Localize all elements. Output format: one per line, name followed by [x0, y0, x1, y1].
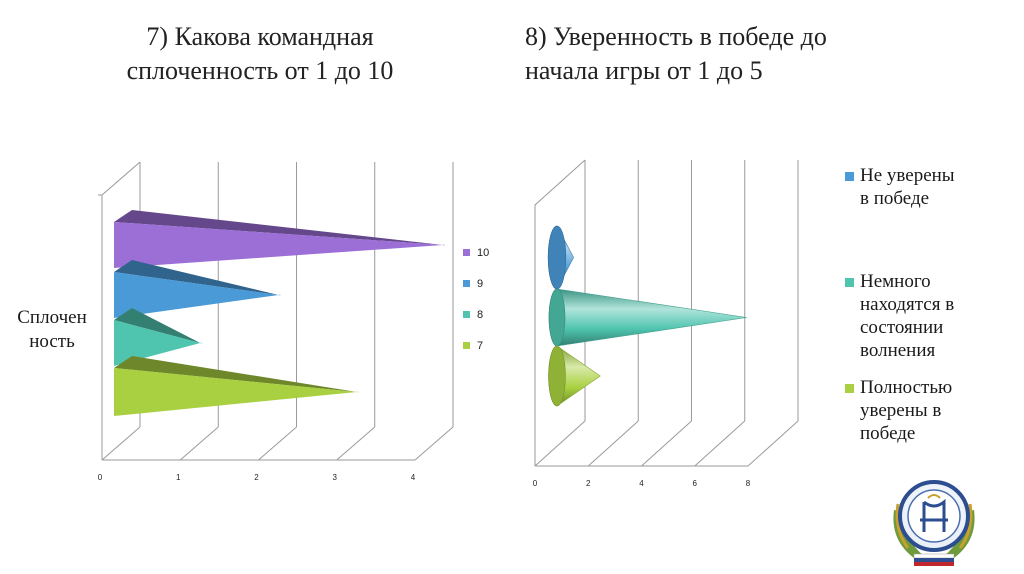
- chart2-x-tick-label: 4: [639, 479, 644, 488]
- chart1-legend-label-3: 7: [477, 340, 483, 352]
- chart1-floor-gridline: [179, 426, 219, 461]
- chart1-title: 7) Какова командная сплоченность от 1 до…: [90, 20, 430, 88]
- chart1-floor-gridline: [101, 426, 141, 461]
- chart2-floor-gridline: [587, 420, 639, 467]
- chart2-x-tick-label: 2: [586, 479, 591, 488]
- chart1-legend-swatch-0: [463, 249, 470, 256]
- chart1-bar-top-1: [114, 260, 279, 295]
- chart1-floor-gridline: [336, 426, 376, 461]
- chart1-floor-gridline: [414, 426, 454, 461]
- chart1-category-label-line2: ность: [29, 331, 75, 352]
- chart2-floor-gridline: [641, 420, 692, 467]
- chart1-x-tick-label: 1: [176, 473, 181, 482]
- chart1-title-line2: сплоченность от 1 до 10: [126, 56, 394, 85]
- legend2-swatch-1: [845, 278, 854, 287]
- legend2-label-2-line1: Полностью: [860, 377, 953, 398]
- chart1-bar-1: [114, 272, 279, 318]
- chart1-legend-swatch-2: [463, 311, 470, 318]
- chart2-title-line2: начала игры от 1 до 5: [525, 56, 763, 85]
- chart2-cone-base-1: [548, 288, 566, 347]
- chart1-bar-3: [114, 368, 357, 416]
- legend2-label-1-line1: Немного: [860, 271, 931, 292]
- chart2-title: 8) Уверенность в победе до начала игры о…: [525, 20, 945, 88]
- chart1-legend-label-0: 10: [477, 247, 489, 259]
- chart1-bar-0: [114, 222, 443, 268]
- legend2-label-1-line2: находятся в: [860, 294, 955, 315]
- chart2-x-tick-label: 8: [746, 479, 751, 488]
- chart1-legend-swatch-1: [463, 280, 470, 287]
- legend2-label-1-line4: волнения: [860, 340, 936, 361]
- legend2-label-2-line3: победе: [860, 423, 916, 444]
- legend2-label-1: Немного находятся в состоянии волнения: [860, 270, 1020, 362]
- chart1-bar-top-3: [114, 356, 357, 392]
- chart1-bar-2: [114, 320, 201, 366]
- chart1-bar-top-0: [114, 210, 443, 245]
- chart1-x-tick-label: 2: [254, 473, 259, 482]
- university-emblem-icon: [893, 480, 975, 566]
- legend2-label-2: Полностью уверены в победе: [860, 376, 1020, 445]
- legend2-label-1-line3: состоянии: [860, 317, 944, 338]
- chart1-category-label-line1: Сплочен: [17, 307, 87, 328]
- legend2-swatch-2: [845, 384, 854, 393]
- chart2-floor-gridline: [694, 420, 746, 467]
- legend2-swatch-0: [845, 172, 854, 181]
- chart2-cone-base-2: [548, 345, 566, 407]
- chart2-side-wall: [534, 159, 586, 466]
- chart2-x-tick-label: 6: [693, 479, 698, 488]
- chart2-floor-gridline: [534, 420, 586, 467]
- chart2-cone-1: [548, 288, 747, 347]
- legend2-label-0-line2: в победе: [860, 188, 930, 209]
- chart1-x-tick-label: 4: [411, 473, 416, 482]
- legend2-label-0: Не уверены в победе: [860, 164, 1020, 210]
- chart2-cone-base-0: [547, 225, 567, 290]
- legend2-label-0-line1: Не уверены: [860, 165, 955, 186]
- chart1-x-tick-label: 3: [333, 473, 338, 482]
- chart1-bar-top-2: [114, 308, 201, 343]
- chart2-x-tick-label: 0: [533, 479, 538, 488]
- chart1-x-tick-label: 0: [98, 473, 103, 482]
- chart1-legend-label-1: 9: [477, 278, 483, 290]
- chart1-legend-swatch-3: [463, 342, 470, 349]
- chart2-floor-gridline: [747, 420, 799, 467]
- chart1-legend-label-2: 8: [477, 309, 483, 321]
- chart1-category-label: Сплочен ность: [2, 306, 102, 354]
- chart2-title-line1: 8) Уверенность в победе до: [525, 22, 827, 51]
- chart1-title-line1: 7) Какова командная: [146, 22, 374, 51]
- legend2-label-2-line2: уверены в: [860, 400, 942, 421]
- chart1-floor-gridline: [258, 426, 297, 461]
